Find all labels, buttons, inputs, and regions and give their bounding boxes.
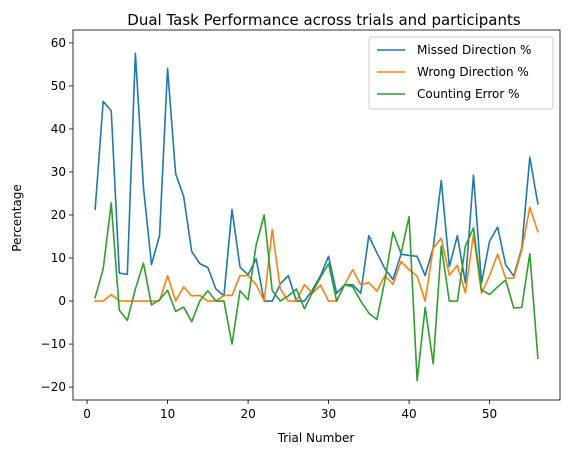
x-tick-label: 20 (240, 407, 255, 421)
legend-label-3: Counting Error % (417, 87, 519, 101)
legend-box (368, 36, 554, 110)
y-axis-label: Percentage (10, 184, 24, 252)
y-tick-label: 10 (51, 251, 66, 265)
y-axis: −20 −10 0 10 20 30 40 50 60 (41, 36, 73, 394)
chart-title: Dual Task Performance across trials and … (127, 11, 521, 29)
y-tick-label: 40 (51, 122, 66, 136)
x-tick-label: 0 (83, 407, 91, 421)
y-tick-label: 50 (51, 79, 66, 93)
y-tick-label: 60 (51, 36, 66, 50)
x-tick-label: 30 (321, 407, 336, 421)
series-layer (94, 52, 539, 382)
legend-label-2: Wrong Direction % (417, 65, 529, 79)
x-tick-label: 50 (482, 407, 497, 421)
x-axis: 0 10 20 30 40 50 (83, 400, 497, 421)
y-tick-label: −20 (41, 380, 66, 394)
y-tick-label: −10 (41, 337, 66, 351)
series-line-2 (94, 206, 539, 302)
series-line-1 (94, 52, 539, 302)
y-tick-label: 30 (51, 165, 66, 179)
legend-label-1: Missed Direction % (417, 43, 531, 57)
x-tick-label: 10 (160, 407, 175, 421)
series-line-3 (94, 202, 539, 382)
y-tick-label: 20 (51, 208, 66, 222)
x-axis-label: Trial Number (277, 431, 355, 445)
y-tick-label: 0 (58, 294, 66, 308)
legend: Missed Direction % Wrong Direction % Count… (368, 36, 554, 110)
x-tick-label: 40 (401, 407, 416, 421)
